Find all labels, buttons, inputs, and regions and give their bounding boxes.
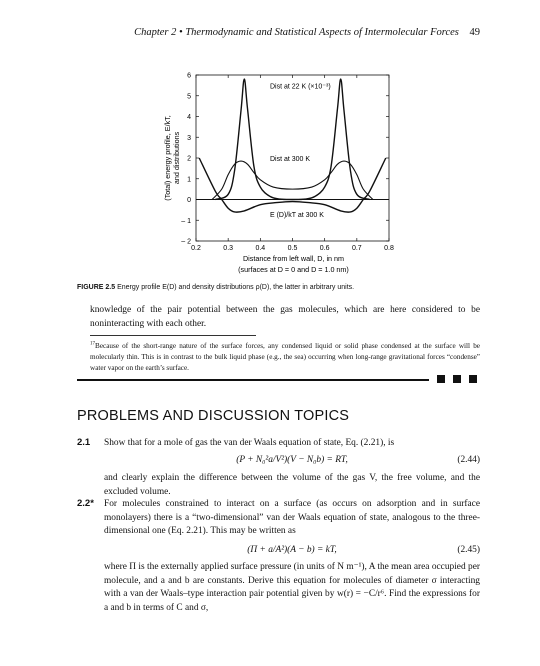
curve-annotation: Dist at 22 K (×10⁻³) — [270, 83, 331, 90]
problem-number: 2.1 — [77, 437, 91, 448]
figure-caption: FIGURE 2.5 Energy profile E(D) and densi… — [77, 284, 477, 291]
divider-square — [469, 375, 477, 383]
figure-caption-label: FIGURE 2.5 — [77, 284, 116, 291]
chapter-label: Chapter 2 — [134, 27, 177, 38]
series-dist-22k — [215, 78, 370, 201]
y-tick-label: 0 — [187, 197, 191, 204]
footnote-mark: 17 — [90, 341, 96, 347]
divider-square — [437, 375, 445, 383]
x-axis-label: Distance from left wall, D, in nm — [243, 254, 344, 263]
body-paragraph: knowledge of the pair potential between … — [90, 305, 480, 329]
footnote-rule — [90, 335, 256, 336]
x-tick-label: 0.7 — [352, 245, 362, 252]
problem-text: Show that for a mole of gas the van der … — [104, 438, 395, 448]
x-tick-label: 0.3 — [223, 245, 233, 252]
footnote-text: Because of the short-range nature of the… — [90, 342, 480, 372]
equation-number: (2.44) — [457, 455, 480, 465]
x-tick-label: 0.4 — [255, 245, 265, 252]
running-head: Chapter 2 • Thermodynamic and Statistica… — [0, 27, 480, 38]
divider-square — [453, 375, 461, 383]
x-tick-label: 0.5 — [288, 245, 298, 252]
y-axis-label: (Total) energy profile, E/kT, — [163, 115, 172, 200]
x-tick-label: 0.8 — [384, 245, 394, 252]
y-tick-label: 4 — [187, 114, 191, 121]
y-tick-label: 3 — [187, 135, 191, 142]
y-axis-label: and distributions — [172, 131, 181, 184]
curve-annotation: Dist at 300 K — [270, 156, 310, 163]
y-tick-label: – 2 — [181, 239, 191, 246]
x-axis-label: (surfaces at D = 0 and D = 1.0 nm) — [238, 265, 349, 274]
x-tick-label: 0.6 — [320, 245, 330, 252]
equation-body: (P + N₀²a/V²)(V − N₀b) = RT, — [236, 455, 348, 465]
figure-caption-text: Energy profile E(D) and density distribu… — [117, 284, 355, 291]
bullet: • — [179, 27, 183, 38]
equation-body: (Π + a/A²)(A − b) = kT, — [247, 545, 337, 555]
section-title: PROBLEMS AND DISCUSSION TOPICS — [77, 408, 350, 424]
section-rule — [77, 379, 429, 381]
y-tick-label: 2 — [187, 156, 191, 163]
problem-text-continued: and clearly explain the difference betwe… — [104, 473, 480, 497]
y-tick-label: 5 — [187, 93, 191, 100]
problem-text-continued: where Π is the externally applied surfac… — [104, 562, 480, 613]
page-number: 49 — [469, 27, 481, 38]
y-tick-label: 1 — [187, 176, 191, 183]
problem-text: For molecules constrained to interact on… — [104, 499, 480, 536]
series-energy-300k — [198, 157, 387, 213]
y-tick-label: – 1 — [181, 218, 191, 225]
energy-profile-chart: 0.2 0.3 0.4 0.5 0.6 0.7 0.8 6 5 4 3 2 1 0 – 1 – 2 Dist … — [163, 73, 394, 275]
y-tick-label: 6 — [187, 73, 191, 80]
series-dist-300k — [211, 160, 374, 200]
chapter-title: Thermodynamic and Statistical Aspects of… — [185, 27, 459, 38]
curve-annotation: E (D)/kT at 300 K — [270, 212, 324, 219]
problem-number: 2.2* — [77, 498, 94, 509]
equation-number: (2.45) — [457, 545, 480, 555]
footnote: 17Because of the short-range nature of t… — [90, 341, 480, 374]
x-tick-label: 0.2 — [191, 245, 201, 252]
